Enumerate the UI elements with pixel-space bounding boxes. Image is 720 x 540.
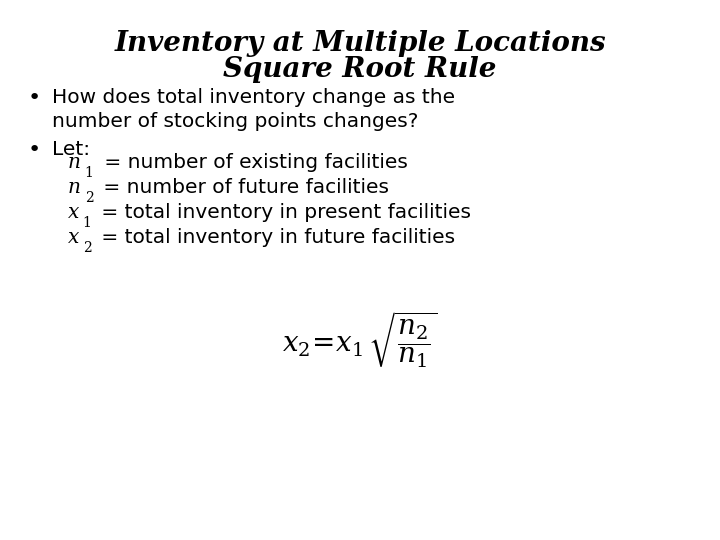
Text: 2: 2 — [85, 191, 94, 205]
Text: How does total inventory change as the: How does total inventory change as the — [52, 88, 455, 107]
Text: n: n — [68, 153, 81, 172]
Text: = total inventory in present facilities: = total inventory in present facilities — [96, 203, 472, 222]
Text: = total inventory in future facilities: = total inventory in future facilities — [95, 228, 455, 247]
Text: Let:: Let: — [52, 140, 90, 159]
Text: x: x — [68, 203, 79, 222]
Text: = number of existing facilities: = number of existing facilities — [97, 153, 408, 172]
Text: Square Root Rule: Square Root Rule — [223, 56, 497, 83]
Text: x: x — [68, 228, 79, 247]
Text: 1: 1 — [85, 166, 94, 180]
Text: number of stocking points changes?: number of stocking points changes? — [52, 112, 418, 131]
Text: •: • — [28, 140, 41, 160]
Text: n: n — [68, 178, 81, 197]
Text: Inventory at Multiple Locations: Inventory at Multiple Locations — [114, 30, 606, 57]
Text: •: • — [28, 88, 41, 108]
Text: $\mathit{x}_2\!=\!\mathit{x}_1\,\sqrt{\dfrac{\mathit{n}_2}{\mathit{n}_1}}$: $\mathit{x}_2\!=\!\mathit{x}_1\,\sqrt{\d… — [282, 310, 438, 370]
Text: 1: 1 — [83, 216, 91, 230]
Text: = number of future facilities: = number of future facilities — [97, 178, 390, 197]
Text: 2: 2 — [83, 241, 91, 255]
